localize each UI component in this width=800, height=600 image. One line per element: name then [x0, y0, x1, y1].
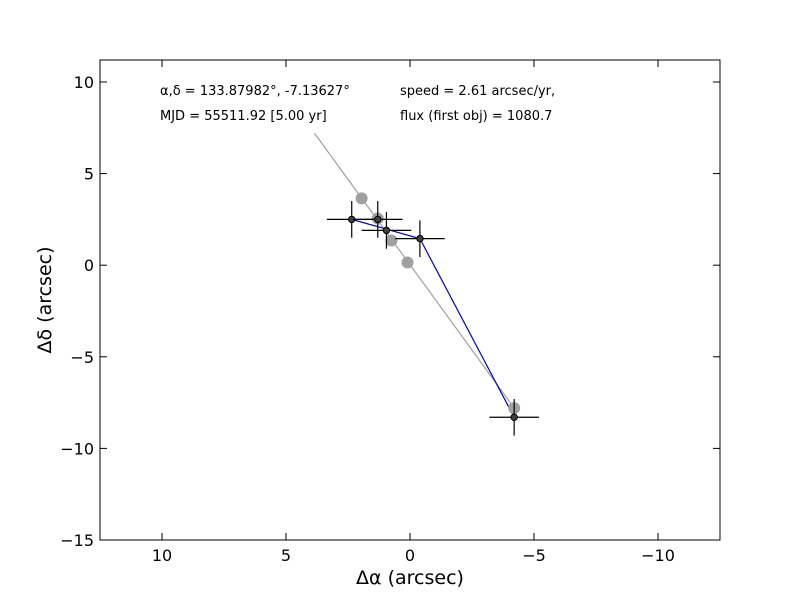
x-tick-label: 5 [281, 546, 291, 565]
x-tick-label: −5 [522, 546, 546, 565]
annotation-radec: α,δ = 133.87982°, -7.13627° [160, 84, 350, 99]
y-tick-label: 10 [74, 73, 94, 92]
x-axis-ticks: 10 5 0 −5 −10 [152, 60, 675, 565]
x-tick-label: 10 [152, 546, 172, 565]
y-axis-label: Δδ (arcsec) [34, 246, 56, 353]
plot-area [100, 60, 720, 540]
predicted-point [385, 234, 398, 247]
y-tick-label: 5 [84, 165, 94, 184]
y-axis-ticks: 10 5 0 −5 −10 −15 [60, 73, 720, 550]
annotation-mjd: MJD = 55511.92 [5.00 yr] [160, 109, 327, 124]
y-tick-label: −10 [60, 439, 94, 458]
observation-point [374, 215, 382, 224]
x-axis-label: Δα (arcsec) [356, 567, 464, 589]
annotation-speed: speed = 2.61 arcsec/yr, [400, 84, 555, 99]
observation-point [416, 234, 424, 243]
x-tick-label: −10 [641, 546, 675, 565]
y-tick-label: 0 [84, 256, 94, 275]
y-tick-label: −5 [70, 348, 94, 367]
observation-point [510, 413, 518, 421]
observations-layer [326, 201, 539, 436]
y-tick-label: −15 [60, 531, 94, 550]
fit-line-layer [314, 132, 515, 409]
x-tick-label: 0 [405, 546, 415, 565]
observation-point [382, 226, 391, 235]
predicted-point [401, 256, 414, 269]
annotation-flux: flux (first obj) = 1080.7 [400, 109, 552, 124]
fit-line [314, 132, 515, 409]
predicted-point [355, 192, 368, 205]
